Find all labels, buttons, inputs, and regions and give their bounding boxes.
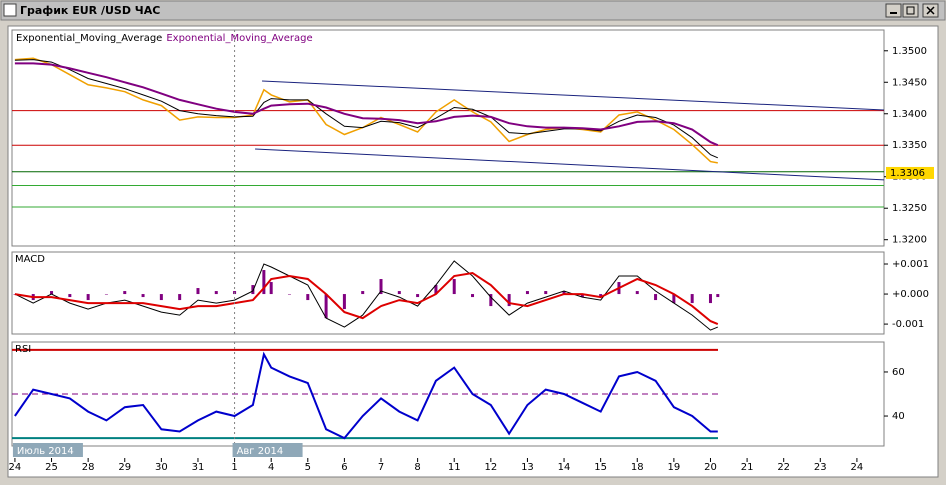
x-tick-label: 29 — [118, 462, 131, 473]
histogram-bar — [708, 294, 712, 304]
histogram-bar — [434, 285, 438, 295]
x-tick-label: 19 — [668, 462, 681, 473]
histogram-bar — [141, 294, 145, 298]
x-tick-label: 8 — [414, 462, 420, 473]
histogram-bar — [654, 294, 658, 301]
minimize[interactable] — [885, 3, 902, 18]
histogram-bar — [716, 294, 720, 298]
histogram-bar — [452, 279, 456, 295]
histogram-bar — [379, 279, 383, 295]
y-tick-label: 1.3200 — [892, 235, 927, 246]
price-tag-label: 1.3306 — [890, 168, 925, 179]
histogram-bar — [86, 294, 90, 301]
y-tick-label: 1.3450 — [892, 77, 927, 88]
y-tick-label: 40 — [892, 411, 905, 422]
y-tick-label: +0.001 — [892, 259, 929, 270]
histogram-bar — [159, 294, 163, 301]
x-tick-label: 13 — [521, 462, 534, 473]
panel — [11, 29, 885, 247]
histogram-bar — [489, 294, 493, 307]
x-tick-label: 18 — [631, 462, 644, 473]
trend-line — [255, 148, 885, 181]
y-tick-label: 1.3500 — [892, 46, 927, 57]
histogram-bar — [123, 291, 127, 295]
title-bar — [0, 0, 946, 21]
x-tick-label: 20 — [704, 462, 717, 473]
y-tick-label: 1.3250 — [892, 203, 927, 214]
histogram-bar — [262, 270, 266, 295]
histogram-bar — [287, 294, 291, 295]
histogram-bar — [471, 294, 475, 298]
x-tick-label: 24 — [851, 462, 864, 473]
histogram-bar — [342, 294, 346, 310]
x-tick-label: 1 — [231, 462, 237, 473]
histogram-bar — [416, 294, 420, 298]
y-tick-label: 60 — [892, 367, 905, 378]
y-tick-label: 1.3350 — [892, 140, 927, 151]
period-box — [232, 443, 303, 457]
histogram-bar — [196, 288, 200, 295]
maximize-glyph — [906, 6, 915, 15]
x-tick-label: 31 — [192, 462, 205, 473]
x-tick-label: 30 — [155, 462, 168, 473]
window-title: График EUR /USD ЧАС — [20, 4, 160, 17]
window-buttons[interactable] — [885, 3, 939, 18]
histogram-bar — [68, 294, 72, 298]
trend-line — [262, 80, 885, 111]
panel — [11, 251, 885, 335]
histogram-bar — [178, 294, 182, 301]
series-line — [14, 62, 719, 147]
histogram-bar — [635, 291, 639, 295]
histogram-bar — [690, 294, 694, 304]
x-tick-label: 14 — [558, 462, 571, 473]
maximize[interactable] — [902, 3, 919, 18]
period-label: Авг 2014 — [237, 446, 284, 457]
histogram-bar — [251, 285, 255, 295]
histogram-bar — [306, 294, 310, 301]
x-tick-label: 25 — [45, 462, 58, 473]
histogram-bar — [361, 291, 365, 295]
histogram-bar — [324, 294, 328, 319]
histogram-bar — [599, 294, 603, 298]
x-tick-label: 22 — [777, 462, 790, 473]
x-tick-label: 28 — [82, 462, 95, 473]
histogram-bar — [269, 282, 273, 295]
histogram-bar — [672, 294, 676, 304]
period-label: Июль 2014 — [17, 446, 74, 457]
x-tick-label: 6 — [341, 462, 347, 473]
histogram-bar — [397, 291, 401, 295]
series-line — [14, 271, 719, 326]
histogram-bar — [525, 291, 529, 295]
histogram-bar — [104, 294, 108, 295]
x-tick-label: 11 — [448, 462, 461, 473]
panel-title: MACD — [15, 254, 45, 265]
app-icon — [3, 3, 17, 17]
y-tick-label: 1.3400 — [892, 109, 927, 120]
histogram-bar — [507, 294, 511, 307]
x-tick-label: 23 — [814, 462, 827, 473]
x-tick-label: 4 — [268, 462, 274, 473]
histogram-bar — [544, 291, 548, 295]
price-tag — [886, 166, 934, 179]
y-tick-label: -0.001 — [892, 319, 924, 330]
histogram-bar — [580, 294, 584, 298]
x-tick-label: 7 — [378, 462, 384, 473]
x-tick-label: 21 — [741, 462, 754, 473]
histogram-bar — [214, 291, 218, 295]
y-tick-label: +0.000 — [892, 289, 929, 300]
panel-title: RSI — [15, 344, 31, 355]
x-tick-label: 15 — [594, 462, 607, 473]
period-box — [12, 443, 83, 457]
histogram-bar — [50, 291, 54, 295]
histogram-bar — [562, 291, 566, 295]
series-line — [14, 351, 718, 440]
x-tick-label: 24 — [9, 462, 22, 473]
legend-entry: Exponential_Moving_Average — [16, 33, 162, 44]
x-tick-label: 12 — [484, 462, 497, 473]
x-tick-label: 5 — [305, 462, 311, 473]
legend-entry: Exponential_Moving_Average — [166, 33, 312, 44]
close-glyph — [926, 6, 935, 15]
